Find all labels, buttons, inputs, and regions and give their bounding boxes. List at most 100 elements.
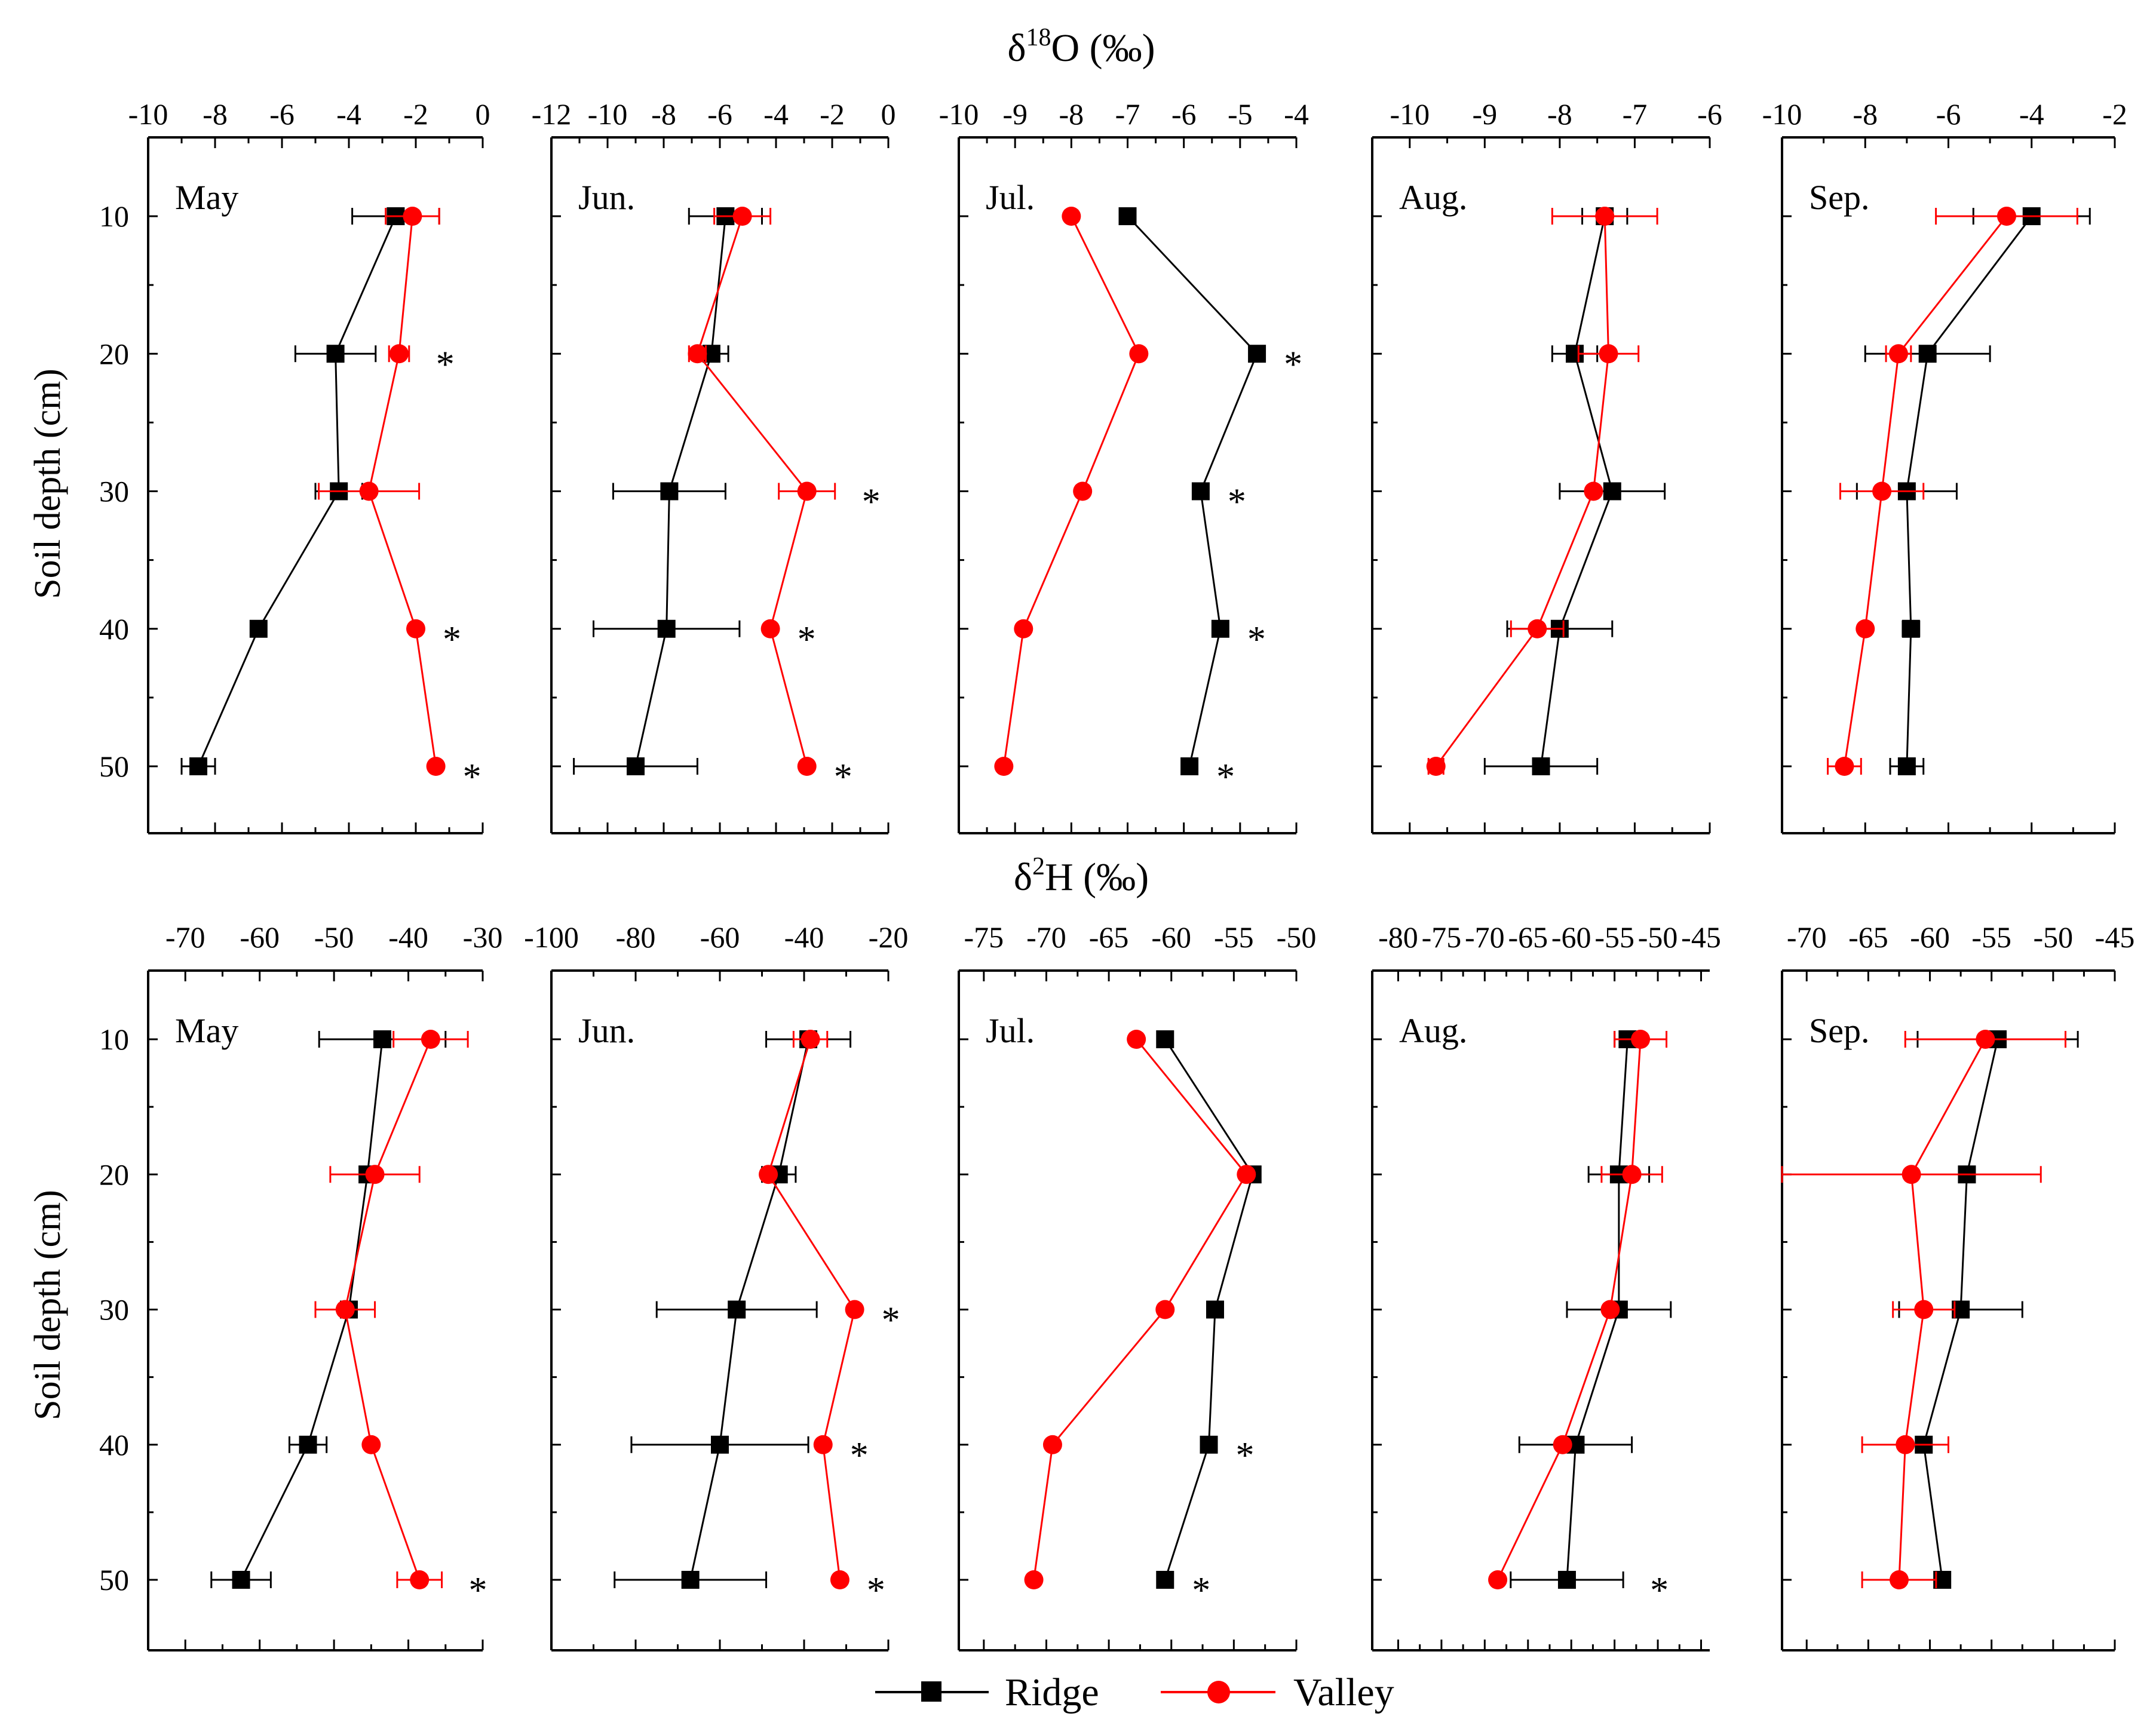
- ridge-point: [1180, 757, 1199, 775]
- x-tick-label: -8: [1547, 97, 1572, 131]
- x-tick-label: -6: [707, 97, 732, 131]
- valley-point: [1896, 1435, 1915, 1454]
- x-tick-label: -7: [1115, 97, 1140, 131]
- x-tick-label: -70: [165, 920, 206, 954]
- significance-star: *: [834, 757, 852, 797]
- valley-point: [1622, 1165, 1642, 1184]
- valley-point: [830, 1570, 849, 1589]
- x-tick-label: -6: [1936, 97, 1961, 131]
- ridge-point: [1902, 619, 1920, 638]
- month-label: Sep.: [1809, 178, 1870, 217]
- y-tick-label: 30: [99, 1293, 129, 1327]
- valley-point: [410, 1570, 430, 1589]
- month-label: May: [175, 178, 238, 217]
- valley-point: [361, 1435, 381, 1454]
- x-tick-label: -10: [588, 97, 628, 131]
- x-tick-label: -45: [1681, 920, 1721, 954]
- ridge-point: [660, 482, 679, 501]
- x-tick-label: -8: [1853, 97, 1878, 131]
- legend-ridge-label: Ridge: [1005, 1671, 1099, 1714]
- x-tick-label: -65: [1508, 920, 1548, 954]
- y-tick-label: 10: [99, 1023, 129, 1056]
- x-tick-label: -6: [269, 97, 295, 131]
- x-tick-label: -6: [1171, 97, 1197, 131]
- y-tick-label: 50: [99, 750, 129, 783]
- valley-point: [1062, 207, 1081, 226]
- x-tick-label: -8: [203, 97, 228, 131]
- x-tick-label: -10: [1390, 97, 1430, 131]
- d2h-panel-2: -75 -70 -65 -60 -55 -50 Jul. * *: [958, 920, 1316, 1651]
- significance-star: *: [882, 1300, 900, 1341]
- d2h-panel-4: -70 -65 -60 -55 -50 -45 Sep.: [1781, 920, 2134, 1651]
- ridge-point: [232, 1571, 250, 1589]
- valley-point: [813, 1435, 833, 1454]
- valley-point: [759, 1165, 778, 1184]
- d2h-panel-3: -80 -75 -70 -65 -60 -55 -50 -45 Aug. *: [1371, 920, 1721, 1651]
- significance-star: *: [1650, 1570, 1669, 1611]
- ridge-point: [249, 619, 268, 638]
- d2h-panel-0: -70 -60 -50 -40 -30 10 20 30 40 50 May *: [99, 920, 503, 1651]
- valley-point: [421, 1030, 440, 1049]
- y-tick-label: 50: [99, 1563, 129, 1597]
- x-tick-label: -75: [964, 920, 1004, 954]
- x-tick-label: 0: [476, 97, 490, 131]
- ridge-point: [299, 1435, 317, 1454]
- x-tick-label: -5: [1228, 97, 1253, 131]
- legend-ridge-marker: [921, 1681, 941, 1702]
- ridge-point: [1156, 1571, 1174, 1589]
- ridge-point: [711, 1435, 729, 1454]
- d2h-panel-1: -100 -80 -60 -40 -20 Jun. * * *: [524, 920, 909, 1651]
- valley-point: [359, 481, 379, 501]
- valley-point: [1888, 344, 1908, 364]
- valley-point: [1024, 1570, 1044, 1589]
- x-tick-label: -40: [784, 920, 824, 954]
- y-axis-label-d18o: Soil depth (cm): [27, 369, 68, 599]
- significance-star: *: [436, 344, 455, 385]
- valley-point: [1835, 757, 1854, 776]
- x-tick-label: -4: [763, 97, 789, 131]
- valley-point: [335, 1300, 355, 1319]
- ridge-point: [1603, 482, 1621, 501]
- x-tick-label: -7: [1623, 97, 1648, 131]
- valley-point: [1426, 757, 1446, 776]
- ridge-point: [1191, 482, 1210, 501]
- valley-point: [365, 1165, 385, 1184]
- valley-point: [732, 207, 752, 226]
- valley-point: [403, 207, 422, 226]
- x-tick-label: -50: [1638, 920, 1678, 954]
- significance-star: *: [1216, 757, 1235, 797]
- significance-star: *: [867, 1570, 885, 1611]
- x-tick-label: -60: [1910, 920, 1950, 954]
- x-tick-label: -10: [939, 97, 979, 131]
- d18o-panel-2: -10 -9 -8 -7 -6 -5 -4 Jul. * * * *: [939, 97, 1309, 834]
- ridge-point: [1532, 757, 1550, 775]
- month-label: Jul.: [986, 1011, 1035, 1050]
- month-label: Jul.: [986, 178, 1035, 217]
- x-tick-label: -30: [463, 920, 503, 954]
- y-tick-label: 20: [99, 337, 129, 370]
- ridge-point: [1918, 345, 1937, 363]
- x-tick-label: -60: [240, 920, 280, 954]
- x-tick-label: 0: [881, 97, 896, 131]
- valley-point: [1902, 1165, 1921, 1184]
- x-tick-label: -70: [1465, 920, 1505, 954]
- valley-point: [1976, 1030, 1995, 1049]
- month-label: May: [175, 1011, 238, 1050]
- y-tick-label: 20: [99, 1158, 129, 1191]
- ridge-point: [1200, 1435, 1218, 1454]
- x-tick-label: -2: [403, 97, 428, 131]
- valley-point: [1914, 1300, 1934, 1319]
- legend-valley-label: Valley: [1293, 1671, 1394, 1714]
- significance-star: *: [463, 757, 482, 797]
- x-tick-label: -40: [388, 920, 428, 954]
- x-tick-label: -70: [1026, 920, 1066, 954]
- d18o-panel-1: -12 -10 -8 -6 -4 -2 0 Jun. * * *: [532, 97, 896, 834]
- valley-point: [1872, 481, 1892, 501]
- ridge-point: [326, 345, 345, 363]
- month-label: Sep.: [1809, 1011, 1870, 1050]
- x-tick-label: -20: [869, 920, 909, 954]
- d18o-panel-row: -10 -8 -6 -4 -2 0 10 20 30 40 50 May * * * -12 -10 -8 -6 -4…: [99, 97, 2127, 834]
- valley-point: [688, 344, 707, 364]
- valley-point: [1528, 619, 1547, 638]
